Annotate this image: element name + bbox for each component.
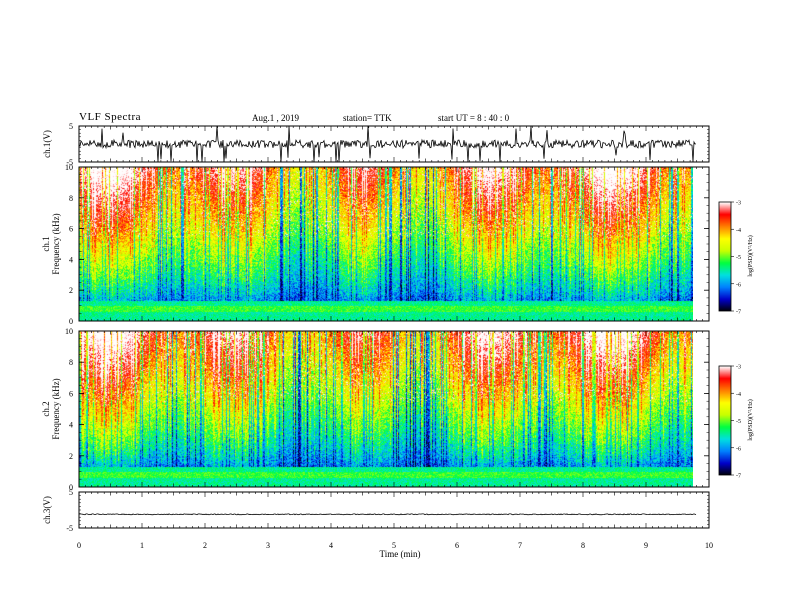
x-axis-label: Time (min) (380, 549, 421, 559)
ch1-waveform-line (78, 125, 697, 163)
ch2-spectrogram-image (79, 331, 693, 487)
ch3-waveform-frame (78, 491, 710, 529)
y-tick-label: 4 (69, 255, 73, 264)
x-tick-label: 4 (329, 541, 333, 550)
x-tick-label: 2 (203, 541, 207, 550)
ch1-spectrogram-image (79, 167, 693, 321)
y-tick-label: -5 (66, 524, 73, 533)
colorbar-tick-label: -6 (736, 282, 741, 288)
start-time-label: start UT = 8 : 40 : 0 (438, 113, 510, 123)
colorbar-tick-label: -4 (736, 228, 741, 234)
x-tick-label: 10 (705, 541, 713, 550)
y-tick-label: 5 (69, 488, 73, 497)
x-tick-label: 7 (518, 541, 522, 550)
y-tick-label: 2 (69, 452, 73, 461)
ch1-channel-label: ch.1 (41, 236, 51, 251)
ch2-freq-ylabel: Frequency (kHz) (51, 378, 61, 439)
ch2-colorbar-image (719, 366, 731, 475)
y-tick-label: 2 (69, 286, 73, 295)
colorbar-tick-label: -7 (736, 310, 741, 316)
x-tick-label: 9 (644, 541, 648, 550)
colorbar-tick-label: -7 (736, 474, 741, 480)
axis-ticks: 0 1 2 3 4 5 6 7 8 9 105-55-502468100246810-3-4-5-6… (65, 122, 741, 550)
ch1-colorbar-image (719, 202, 731, 311)
ch2-channel-label: ch.2 (41, 401, 51, 416)
ch1-waveform-trace (78, 125, 697, 163)
x-tick-label: 5 (392, 541, 396, 550)
colorbar-tick-label: -3 (736, 201, 741, 207)
x-tick-label: 0 (77, 541, 81, 550)
y-tick-label: 6 (69, 225, 73, 234)
y-tick-label: 0 (69, 317, 73, 326)
y-tick-label: 10 (65, 327, 73, 336)
station-label: station= TTK (343, 113, 392, 123)
y-tick-label: 6 (69, 389, 73, 398)
y-tick-label: 8 (69, 358, 73, 367)
ch3-wave-ylabel: ch.3(V) (42, 496, 52, 524)
x-tick-label: 8 (581, 541, 585, 550)
ch3-waveform-trace (79, 513, 697, 516)
ch2-colorbar-label: log(PSD)(V²/Hz) (747, 399, 754, 440)
ch1-freq-ylabel: Frequency (kHz) (51, 213, 61, 274)
y-tick-label: -5 (66, 158, 73, 167)
y-tick-label: 4 (69, 421, 73, 430)
x-tick-label: 3 (266, 541, 270, 550)
y-tick-label: 0 (69, 483, 73, 492)
colorbar-tick-label: -3 (736, 365, 741, 371)
ch1-wave-ylabel: ch.1(V) (42, 130, 52, 158)
date-label: Aug.1 , 2019 (252, 113, 299, 123)
figure-title: VLF Spectra (79, 111, 142, 123)
x-tick-label: 1 (140, 541, 144, 550)
colorbar-tick-label: -6 (736, 446, 741, 452)
colorbar-tick-label: -5 (736, 419, 741, 425)
ch1-colorbar-label: log(PSD)(V²/Hz) (747, 235, 754, 276)
y-tick-label: 8 (69, 194, 73, 203)
x-tick-label: 6 (455, 541, 459, 550)
ch3-waveform-line (79, 513, 697, 516)
colorbar-tick-label: -4 (736, 392, 741, 398)
y-tick-label: 5 (69, 122, 73, 131)
y-tick-label: 10 (65, 163, 73, 172)
colorbar-tick-label: -5 (736, 255, 741, 261)
